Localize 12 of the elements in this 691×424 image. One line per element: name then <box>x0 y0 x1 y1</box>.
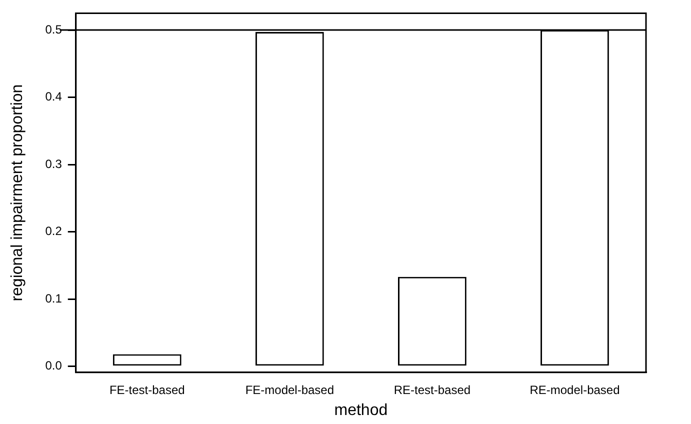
y-tick-label: 0.2 <box>45 224 62 238</box>
x-tick-label: RE-test-based <box>394 382 471 397</box>
y-tick-label: 0.3 <box>45 156 62 171</box>
y-tick-label: 0.1 <box>45 291 62 306</box>
y-axis-title: regional impairment proportion <box>9 84 26 302</box>
x-axis-title: method <box>334 402 388 419</box>
y-tick-label: 0.5 <box>45 22 62 36</box>
x-tick-label: RE-model-based <box>530 382 620 397</box>
y-tick-label: 0.0 <box>45 358 62 373</box>
y-tick-label: 0.4 <box>45 90 62 104</box>
x-tick-label: FE-model-based <box>245 382 334 397</box>
x-tick-label: FE-test-based <box>109 382 185 397</box>
